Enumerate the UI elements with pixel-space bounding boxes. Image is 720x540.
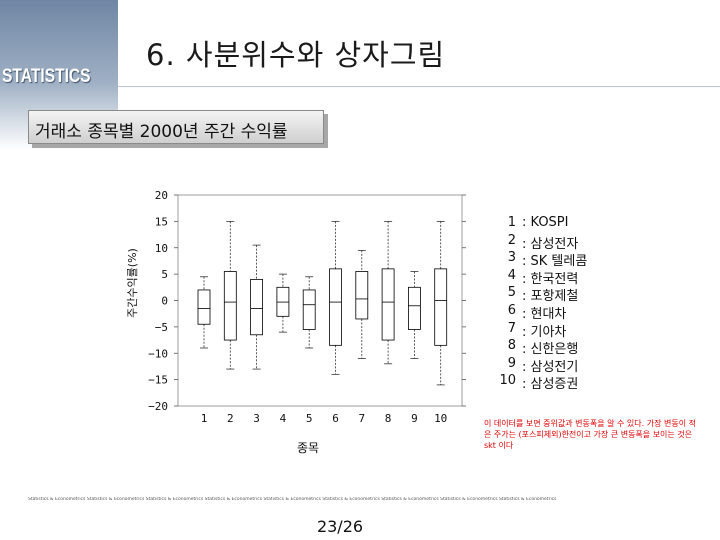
brand-label: STATISTICS [2, 66, 91, 87]
x-tick-label: 1 [201, 412, 208, 425]
y-tick-label: −20 [148, 400, 168, 413]
box [250, 278, 264, 336]
legend-number: 6 [507, 303, 516, 318]
x-axis-label: 종목 [297, 441, 319, 455]
legend-name: : 한국전력 [522, 271, 579, 287]
slide-title: 6. 사분위수와 상자그림 [146, 38, 446, 72]
legend-number: 3 [507, 250, 516, 266]
legend-number: 9 [507, 355, 516, 371]
box [355, 271, 369, 320]
x-tick-label: 9 [411, 412, 418, 425]
footer-strip: Statistics & Econometrics Statistics & E… [28, 497, 557, 502]
box [381, 268, 395, 341]
box [223, 271, 237, 341]
x-tick-label: 3 [253, 412, 260, 425]
box [197, 289, 211, 325]
legend-number: 1 [507, 215, 516, 230]
legend-name: : 삼성전기 [522, 359, 579, 375]
x-tick-label: 6 [332, 412, 339, 425]
y-tick-label: 15 [155, 215, 168, 228]
legend-number: 7 [507, 320, 516, 336]
x-tick-label: 5 [306, 412, 313, 425]
y-tick-label: −10 [148, 347, 168, 360]
x-tick-label: 10 [434, 412, 447, 425]
y-tick-label: −15 [148, 374, 168, 387]
subtitle-box: 거래소 종목별 2000년 주간 수익률 [28, 110, 324, 144]
y-tick-label: −5 [155, 321, 168, 334]
box [302, 289, 316, 330]
legend-number: 2 [507, 232, 516, 248]
chart-subtitle: 거래소 종목별 2000년 주간 수익률 [35, 122, 288, 142]
legend-number: 4 [507, 267, 516, 283]
y-tick-label: 10 [155, 242, 168, 255]
interpretation-note: 이 데이터를 보면 중위값과 변동폭을 알 수 있다. 가장 변동이 적은 주가… [484, 419, 696, 450]
legend-name: : 삼성증권 [522, 377, 579, 393]
x-tick-label: 8 [385, 412, 392, 425]
y-tick-label: 20 [155, 189, 168, 202]
legend-number: 10 [499, 373, 516, 389]
legend-number: 5 [507, 285, 516, 301]
y-tick-label: 0 [161, 295, 168, 308]
y-tick-label: 5 [161, 268, 168, 281]
box [407, 286, 421, 330]
legend-name: : SK 텔레콤 [522, 254, 588, 270]
x-tick-label: 4 [280, 412, 287, 425]
legend-number: 8 [507, 338, 516, 354]
page-number: 23/26 [316, 517, 364, 536]
box [329, 268, 342, 346]
box [434, 268, 448, 346]
y-axis-label: 주간수익률(%) [126, 248, 139, 318]
title-divider [118, 86, 720, 87]
legend-name: : 삼성전자 [522, 236, 579, 252]
x-tick-label: 2 [227, 412, 234, 425]
legend-name: : KOSPI [522, 215, 569, 230]
legend-name: : 현대차 [522, 307, 567, 322]
legend-name: : 포항제철 [522, 289, 579, 305]
legend-name: : 기아차 [522, 324, 567, 340]
legend-name: : 신한은행 [522, 342, 579, 358]
x-tick-label: 7 [358, 412, 365, 425]
